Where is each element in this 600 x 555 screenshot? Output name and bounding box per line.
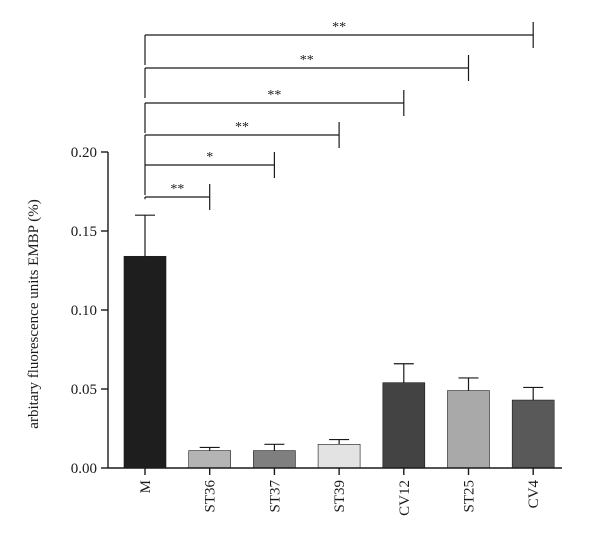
x-tick-label: ST37 [267, 480, 283, 513]
y-axis-label: arbitary fluorescence units EMBP (%) [26, 199, 42, 428]
x-ticks-group: M ST36 ST37 ST39 CV12 ST25 CV4 [138, 468, 542, 516]
x-tick-label: ST36 [203, 480, 219, 513]
significance-label: ** [267, 88, 281, 103]
y-ticks-group: 0.00 0.05 0.10 0.15 0.20 [71, 145, 108, 477]
significance-label: * [206, 150, 213, 165]
error-bars-group [135, 214, 544, 451]
y-tick-label: 0.05 [71, 382, 97, 398]
bar-st39 [317, 443, 361, 469]
x-tick-label: CV4 [526, 480, 542, 509]
bars-group [123, 255, 555, 469]
x-tick-label: M [138, 480, 154, 493]
bar-m [123, 255, 167, 469]
y-tick-label: 0.10 [71, 303, 97, 319]
significance-label: ** [170, 182, 184, 197]
significance-label: ** [235, 120, 249, 135]
y-tick-label: 0.00 [71, 461, 97, 477]
y-tick-label: 0.20 [71, 145, 97, 161]
bar-st25 [447, 390, 490, 469]
x-tick-label: ST25 [462, 480, 478, 513]
x-tick-label: ST39 [332, 480, 348, 513]
bar-cv4 [511, 399, 555, 469]
x-tick-label: CV12 [397, 480, 413, 516]
bar-st36 [188, 450, 231, 469]
axes-group [107, 152, 562, 469]
bar-cv12 [382, 382, 426, 469]
bar-st37 [253, 450, 296, 469]
significance-brackets-group: *********** [144, 20, 534, 210]
y-tick-label: 0.15 [71, 224, 97, 240]
significance-label: ** [300, 53, 314, 68]
significance-label: ** [332, 20, 346, 35]
